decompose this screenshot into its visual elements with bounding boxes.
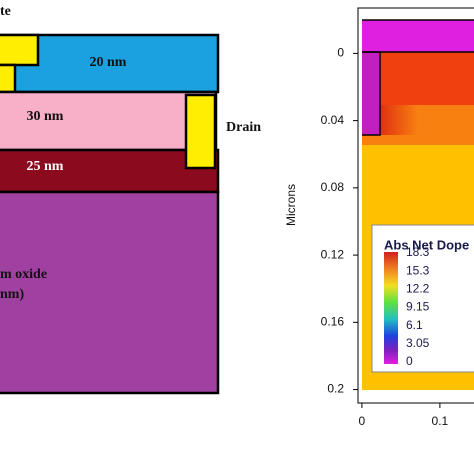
x-tick-label: 0 [359, 414, 366, 428]
layer-label: 25 nm [27, 159, 64, 174]
legend-title: Abs Net Dope [384, 237, 469, 252]
device-diagram [0, 33, 220, 395]
legend-label: 12.2 [406, 282, 430, 296]
gate [0, 33, 40, 67]
legend-label: 6.1 [406, 318, 423, 332]
y-tick-label: 0.04 [321, 113, 345, 127]
y-tick-label: 0.16 [321, 314, 345, 328]
plot-frame [357, 7, 474, 404]
y-tick-label: 0.12 [321, 247, 345, 261]
oxide-label: m oxide [0, 267, 47, 282]
drain [184, 93, 217, 170]
y-tick-label: 0 [337, 46, 344, 60]
legend-label: 3.05 [406, 336, 430, 350]
oxide [0, 190, 220, 395]
legend-label: 0 [406, 354, 413, 368]
color-bar [384, 252, 398, 364]
region [362, 20, 474, 52]
layer-label: 20 nm [90, 55, 127, 70]
y-tick-label: 0.08 [321, 180, 345, 194]
drain-label: Drain [226, 120, 261, 135]
plot-area: Abs Net Dope [357, 7, 474, 404]
oxide-label: nm) [0, 287, 24, 302]
layer-mid [0, 90, 218, 152]
legend-label: 9.15 [406, 300, 430, 314]
layer-label: 30 nm [27, 109, 64, 124]
legend-label: 15.3 [406, 263, 430, 277]
region [380, 105, 418, 135]
region [362, 51, 381, 136]
gate-tab [0, 63, 17, 94]
x-tick-label: 0.1 [432, 414, 449, 428]
y-axis-label: Microns [284, 184, 298, 226]
gate-label: te [0, 4, 11, 19]
legend-label: 18.3 [406, 245, 430, 259]
layer-low [0, 148, 220, 194]
y-tick-label: 0.2 [327, 382, 344, 396]
